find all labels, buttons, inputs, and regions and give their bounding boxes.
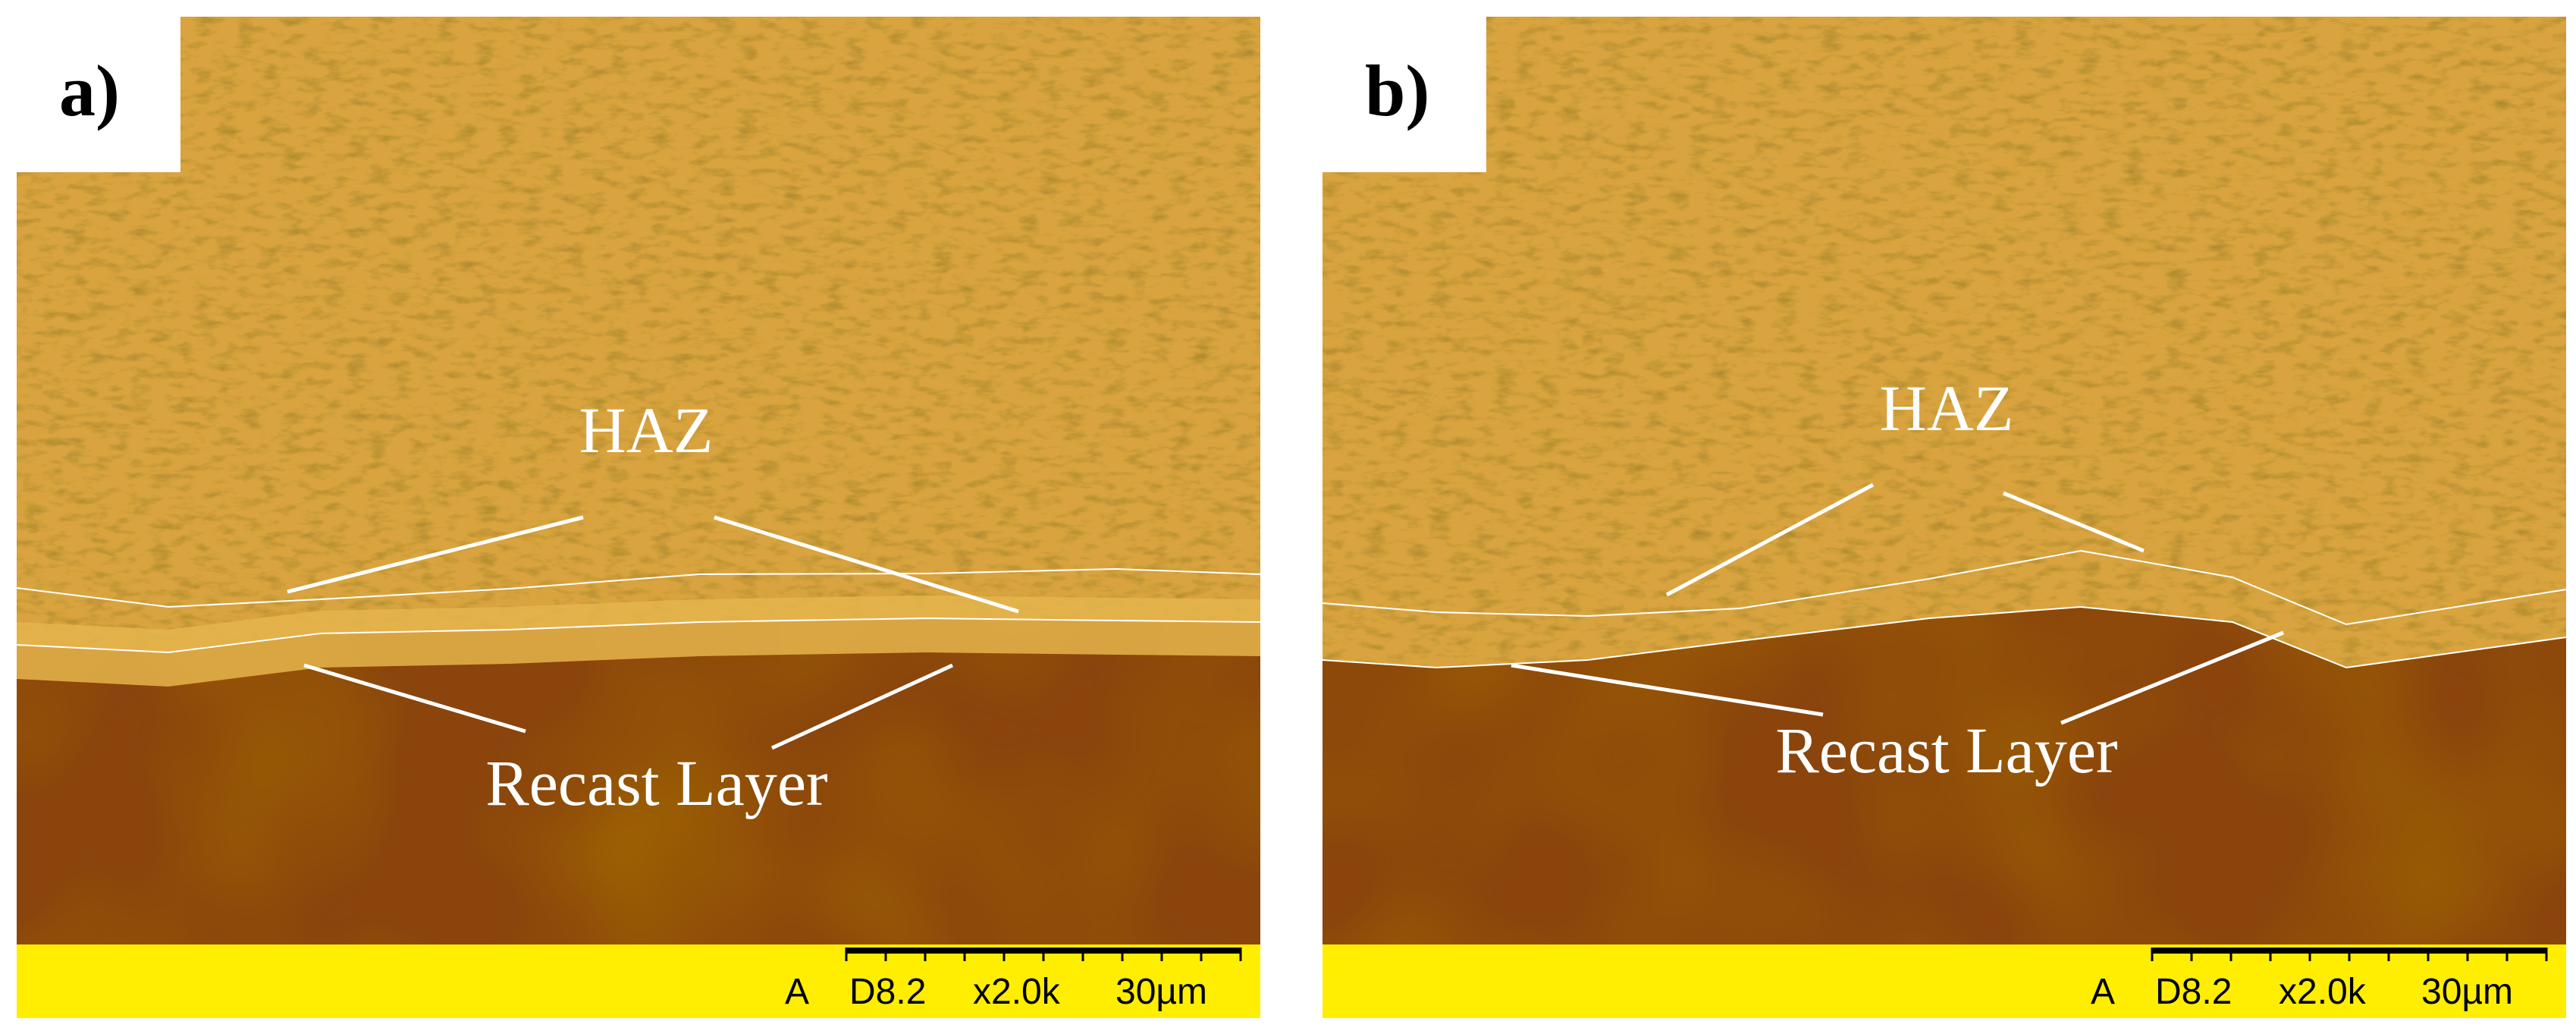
recast-boundary — [1322, 605, 2567, 669]
annotation: HAZ — [1880, 372, 2014, 445]
info-text: x2.0k — [2279, 972, 2367, 1012]
panel-label: b) — [1365, 50, 1429, 131]
recast-shading — [1323, 607, 2566, 944]
annotation: HAZ — [579, 394, 714, 467]
leader-line — [1665, 482, 1875, 597]
info-text: D8.2 — [2155, 972, 2232, 1012]
info-bar — [17, 944, 1260, 1018]
info-text: D8.2 — [849, 972, 926, 1012]
leader-line — [1511, 663, 1824, 717]
info-text: x2.0k — [973, 972, 1061, 1012]
micrograph-panel: HAZ Recast Layer a) A D8.2 x2.0k 30µm — [16, 17, 1261, 1018]
leader-line — [303, 663, 526, 734]
leader-line — [2003, 491, 2145, 553]
info-text: 30µm — [2421, 972, 2513, 1012]
recast-boundary — [16, 617, 1261, 654]
info-text: A — [785, 972, 809, 1012]
micrograph-panel: HAZ Recast Layer b) A D8.2 x2.0k 30µm — [1322, 17, 2567, 1018]
leader-line — [714, 515, 1019, 614]
info-text: 30µm — [1115, 972, 1207, 1012]
info-text: A — [2091, 972, 2115, 1012]
leader-line — [770, 663, 954, 750]
recast-shading — [17, 618, 1260, 944]
leader-line — [287, 515, 584, 594]
annotation: Recast Layer — [485, 746, 827, 819]
panel-label: a) — [59, 50, 120, 131]
haz-boundary — [1322, 549, 2567, 626]
annotation: Recast Layer — [1775, 714, 2117, 787]
info-bar — [1323, 944, 2566, 1018]
label-box — [1323, 17, 1486, 172]
haz-boundary — [16, 567, 1261, 608]
leader-line — [2060, 630, 2284, 725]
label-box — [17, 17, 180, 172]
